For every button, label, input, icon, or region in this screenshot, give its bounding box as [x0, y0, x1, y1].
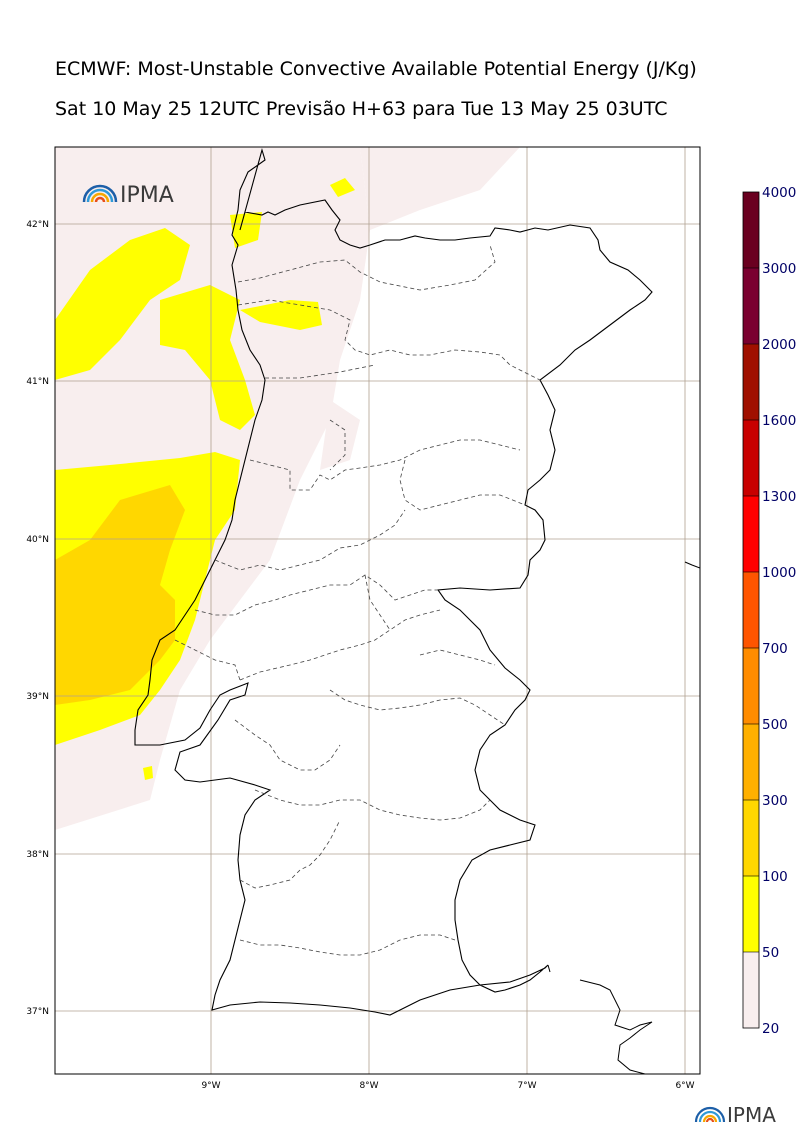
- colorbar-segment: [743, 496, 759, 572]
- lat-label: 41°N: [26, 377, 49, 387]
- lat-label: 42°N: [26, 220, 49, 230]
- cape-field-100-300: [55, 485, 185, 705]
- ipma-logo-footer: IPMA: [694, 1103, 776, 1127]
- lat-label: 39°N: [26, 692, 49, 702]
- map-area: [55, 147, 700, 1074]
- colorbar-label: 3000: [762, 261, 796, 277]
- colorbar-label: 2000: [762, 337, 796, 353]
- lat-axis: 42°N 41°N 40°N 39°N 38°N 37°N: [26, 220, 49, 1017]
- colorbar-segment: [743, 192, 759, 268]
- map-subtitle: Sat 10 May 25 12UTC Previsão H+63 para T…: [55, 98, 668, 120]
- colorbar-segment: [743, 952, 759, 1028]
- colorbar-segment: [743, 420, 759, 496]
- colorbar: 20 50 100 300 500 700 1000 1300 1600 2000 3000 4000: [742, 185, 796, 1037]
- ipma-logo-text: IPMA: [120, 183, 174, 208]
- colorbar-label: 20: [762, 1021, 779, 1037]
- colorbar-segment: [743, 572, 759, 648]
- colorbar-label: 700: [762, 641, 788, 657]
- colorbar-label: 100: [762, 869, 788, 885]
- colorbar-label: 1600: [762, 413, 796, 429]
- lon-label: 9°W: [201, 1081, 220, 1091]
- colorbar-segment: [743, 648, 759, 724]
- lon-label: 7°W: [517, 1081, 536, 1091]
- lon-axis: 9°W 8°W 7°W 6°W: [201, 1081, 694, 1091]
- lon-label: 6°W: [675, 1081, 694, 1091]
- lat-label: 40°N: [26, 535, 49, 545]
- lon-label: 8°W: [359, 1081, 378, 1091]
- colorbar-label: 1300: [762, 489, 796, 505]
- colorbar-label: 1000: [762, 565, 796, 581]
- portugal-outline: [134, 148, 653, 1016]
- ipma-rainbow-icon: [82, 184, 118, 203]
- colorbar-segment: [743, 724, 759, 800]
- ipma-rainbow-icon: [694, 1106, 726, 1123]
- map-frame: [54, 146, 701, 1075]
- colorbar-label: 300: [762, 793, 788, 809]
- colorbar-frame: [742, 191, 760, 1029]
- lat-label: 38°N: [26, 850, 49, 860]
- colorbar-segment: [743, 800, 759, 876]
- colorbar-segment: [743, 268, 759, 344]
- colorbar-segment: [743, 344, 759, 420]
- ipma-logo-map: IPMA: [82, 183, 174, 208]
- ipma-logo-text: IPMA: [727, 1103, 776, 1127]
- spain-coast: [547, 561, 700, 1074]
- district-borders: [174, 244, 541, 956]
- colorbar-segment: [743, 876, 759, 952]
- colorbar-label: 4000: [762, 185, 796, 201]
- lat-label: 37°N: [26, 1007, 49, 1017]
- colorbar-label: 50: [762, 945, 779, 961]
- map-title: ECMWF: Most-Unstable Convective Availabl…: [55, 58, 697, 80]
- graticule: [55, 147, 700, 1074]
- colorbar-label: 500: [762, 717, 788, 733]
